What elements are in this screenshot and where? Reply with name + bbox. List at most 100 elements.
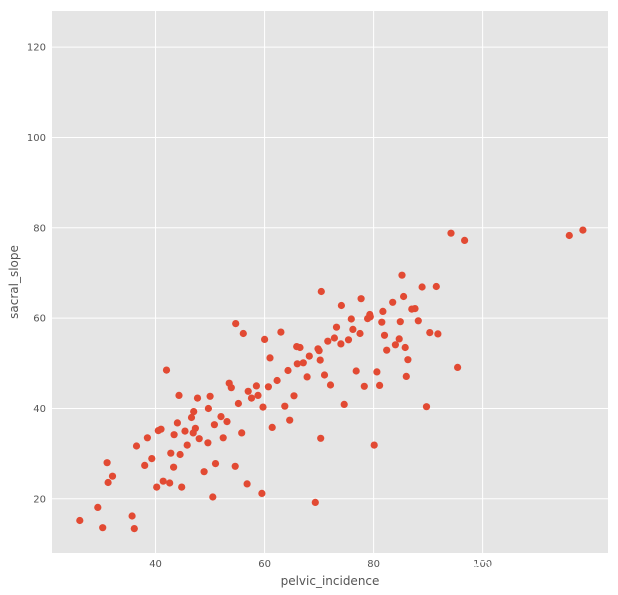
data-point (76, 516, 84, 525)
data-point (247, 394, 256, 402)
data-point (170, 463, 178, 471)
data-point (404, 356, 412, 364)
data-point (401, 343, 409, 352)
data-point (337, 301, 345, 310)
y-tick-label: 120 (27, 43, 46, 54)
data-point (225, 379, 233, 387)
data-point (254, 391, 262, 399)
data-point (378, 318, 386, 326)
data-point (324, 337, 332, 345)
plot-background (52, 11, 608, 553)
data-point (167, 449, 175, 457)
data-point (315, 347, 323, 355)
data-point (383, 346, 391, 354)
x-tick-label: 60 (258, 559, 271, 570)
data-point (162, 366, 171, 374)
data-point (376, 381, 384, 389)
data-point (261, 335, 269, 343)
data-point (183, 441, 191, 449)
data-point (252, 382, 260, 390)
data-point (273, 376, 281, 385)
tick-labels: 40 60 80 100 20 40 60 80 100 120 (27, 43, 492, 570)
x-tick-label: 40 (149, 559, 162, 570)
data-point (364, 315, 372, 323)
data-point (432, 282, 440, 291)
data-point (317, 287, 325, 296)
y-tick-label: 20 (33, 494, 46, 505)
data-point (268, 423, 276, 431)
data-point (360, 382, 368, 390)
data-point (178, 483, 186, 491)
data-point (277, 328, 285, 336)
data-point (290, 392, 298, 400)
data-point (408, 305, 416, 313)
data-point (402, 372, 410, 380)
data-point (258, 489, 266, 497)
data-point (143, 434, 151, 442)
data-point (303, 373, 311, 381)
data-point (311, 498, 319, 506)
data-point (398, 271, 406, 279)
data-point (239, 329, 247, 338)
data-point (238, 429, 246, 437)
data-point (565, 231, 573, 240)
data-point (281, 402, 289, 410)
data-point (173, 419, 181, 427)
data-point (210, 421, 218, 429)
y-tick-label: 40 (33, 404, 46, 415)
data-point (370, 441, 378, 449)
data-point (130, 525, 138, 533)
data-point (204, 404, 212, 413)
data-point (200, 468, 208, 476)
x-axis-label: pelvic_incidence (281, 574, 380, 588)
data-point (454, 363, 462, 371)
data-point (356, 329, 364, 338)
data-point (132, 442, 141, 450)
data-point (434, 330, 442, 338)
y-axis-label: sacral_slope (7, 245, 21, 319)
data-point (316, 356, 324, 364)
data-point (332, 323, 341, 331)
data-point (217, 413, 225, 421)
data-point (187, 413, 196, 422)
data-point (337, 340, 345, 348)
data-point (94, 503, 102, 511)
data-point (154, 427, 162, 435)
data-point (190, 408, 198, 416)
data-point (344, 336, 353, 344)
x-tick-label: 80 (367, 559, 380, 570)
data-point (148, 455, 156, 463)
data-point (352, 367, 360, 375)
data-point (320, 371, 329, 379)
data-point (284, 366, 292, 375)
y-tick-label: 100 (27, 133, 46, 144)
data-point (204, 439, 212, 447)
data-point (234, 399, 242, 408)
data-point (175, 391, 183, 399)
data-point (159, 477, 167, 485)
data-point (104, 478, 112, 487)
data-point (418, 283, 426, 291)
data-point (400, 292, 408, 301)
data-point (347, 315, 355, 323)
data-point (414, 317, 422, 325)
data-point (286, 416, 294, 424)
data-point (206, 392, 214, 400)
data-point (99, 524, 107, 532)
watermark-text: ChallengeHub (500, 560, 605, 578)
data-point (340, 400, 348, 408)
data-point (293, 360, 301, 368)
data-point (189, 429, 197, 437)
y-tick-label: 80 (33, 223, 46, 234)
y-tick-label: 60 (33, 314, 46, 325)
data-point (231, 462, 239, 470)
data-point (166, 479, 174, 487)
data-point (209, 493, 217, 501)
data-point (579, 226, 587, 234)
watermark: ChallengeHub (475, 560, 605, 578)
data-point (195, 435, 203, 443)
data-point (373, 368, 381, 376)
data-point (266, 354, 274, 362)
data-point (396, 318, 404, 326)
